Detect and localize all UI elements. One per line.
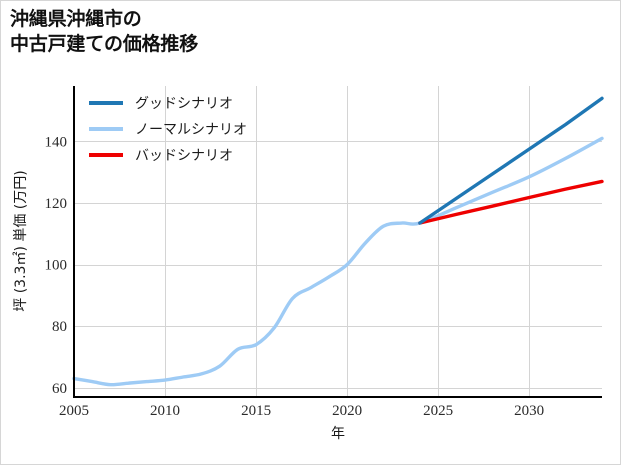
x-tick-label: 2025 — [423, 403, 453, 419]
series-line-bad — [418, 179, 604, 225]
series-line-normal — [72, 136, 604, 387]
x-tick-labels: 2005 2010 2015 2020 2025 2030 — [59, 403, 544, 419]
series-lines — [72, 96, 604, 387]
axis-spines — [72, 86, 602, 399]
x-tick-label: 2030 — [514, 403, 544, 419]
x-tick-label: 2020 — [332, 403, 362, 419]
y-tick-labels: 60 80 100 120 140 — [45, 134, 68, 396]
y-tick-label: 80 — [52, 319, 67, 335]
y-tick-label: 100 — [45, 258, 68, 274]
legend-label: グッドシナリオ — [135, 96, 233, 112]
x-tick-label: 2010 — [150, 403, 180, 419]
legend-label: バッドシナリオ — [135, 148, 233, 164]
series-line-good — [418, 96, 604, 225]
y-axis-title: 坪 (3.3㎡) 単価 (万円) — [13, 170, 29, 311]
x-axis-title: 年 — [331, 426, 345, 442]
y-tick-label: 60 — [52, 381, 67, 397]
x-tick-label: 2005 — [59, 403, 89, 419]
y-tick-label: 140 — [45, 134, 68, 150]
page-title: 沖縄県沖縄市の 中古戸建ての価格推移 — [10, 8, 199, 56]
y-tick-label: 120 — [45, 196, 68, 212]
legend-label: ノーマルシナリオ — [135, 122, 247, 138]
x-tick-label: 2015 — [241, 403, 271, 419]
